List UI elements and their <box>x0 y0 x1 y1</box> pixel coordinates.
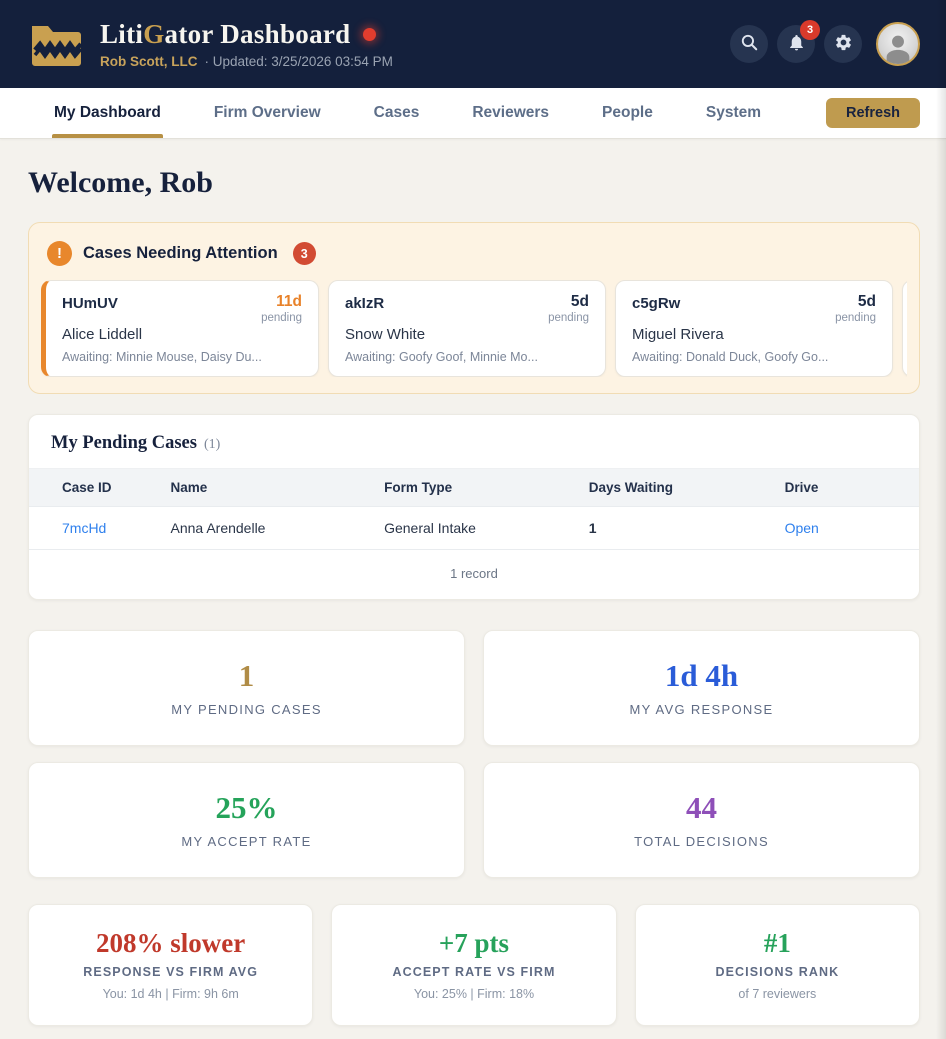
tab-people[interactable]: People <box>600 88 655 138</box>
brand-block: LitiGator Dashboard Rob Scott, LLC · Upd… <box>100 19 393 69</box>
refresh-button[interactable]: Refresh <box>826 98 920 128</box>
tab-my-dashboard[interactable]: My Dashboard <box>52 88 163 138</box>
compare-label: DECISIONS RANK <box>715 964 840 979</box>
stat-my-accept-rate: 25% MY ACCEPT RATE <box>28 762 465 878</box>
compare-value: +7 pts <box>438 927 510 958</box>
days-waiting-cell: 1 <box>580 506 777 550</box>
search-button[interactable] <box>730 25 768 63</box>
attention-title: Cases Needing Attention <box>83 244 278 262</box>
stat-value: 25% <box>215 789 278 825</box>
notification-count-badge: 3 <box>800 20 820 40</box>
comparison-grid: 208% slower RESPONSE VS FIRM AVG You: 1d… <box>28 904 920 1026</box>
pending-label: pending <box>261 312 302 324</box>
stat-label: TOTAL DECISIONS <box>634 833 769 849</box>
pending-cases-title: My Pending Cases <box>51 433 197 453</box>
attention-case-card-partial[interactable] <box>902 280 907 377</box>
stat-value: 1 <box>238 657 255 693</box>
app-title: LitiGator Dashboard <box>100 19 393 50</box>
case-awaiting-text: Awaiting: Goofy Goof, Minnie Mo... <box>345 350 538 364</box>
pending-cases-count: (1) <box>203 437 221 452</box>
pending-label: pending <box>548 312 589 324</box>
attention-count-badge: 3 <box>292 242 316 265</box>
case-id-link[interactable]: 7mcHd <box>62 520 107 536</box>
form-type-cell: General Intake <box>376 506 581 550</box>
main-content: Welcome, Rob ! Cases Needing Attention 3… <box>0 166 946 1026</box>
tab-firm-overview[interactable]: Firm Overview <box>212 88 323 138</box>
stat-label: MY AVG RESPONSE <box>629 701 774 717</box>
bell-icon <box>787 33 806 55</box>
compare-value: #1 <box>763 927 791 958</box>
gear-icon <box>834 33 853 55</box>
tab-system[interactable]: System <box>704 88 763 138</box>
stat-my-avg-response: 1d 4h MY AVG RESPONSE <box>483 630 920 746</box>
attention-case-card[interactable]: c5gRw 5d pending Miguel Rivera Awaiting:… <box>615 280 893 377</box>
case-id: HUmUV <box>62 295 118 312</box>
case-awaiting-text: Awaiting: Minnie Mouse, Daisy Du... <box>62 350 262 364</box>
col-header-name: Name <box>170 480 208 495</box>
col-header-drive: Drive <box>784 480 819 495</box>
case-id: c5gRw <box>632 295 681 312</box>
main-nav: My Dashboard Firm Overview Cases Reviewe… <box>0 88 946 139</box>
stat-value: 44 <box>686 789 717 825</box>
compare-value: 208% slower <box>96 927 246 958</box>
stats-grid: 1 MY PENDING CASES 1d 4h MY AVG RESPONSE… <box>28 630 920 878</box>
case-days-pending: 5d <box>570 293 589 310</box>
compare-label: RESPONSE VS FIRM AVG <box>83 964 259 979</box>
col-header-form-type: Form Type <box>384 480 453 495</box>
alert-icon: ! <box>47 241 72 266</box>
my-pending-cases-panel: My Pending Cases (1) Case ID Name Form T… <box>28 414 920 600</box>
pending-cases-table: Case ID Name Form Type Days Waiting Driv… <box>29 469 919 550</box>
record-count: 1 record <box>450 566 498 581</box>
stat-my-pending-cases: 1 MY PENDING CASES <box>28 630 465 746</box>
settings-button[interactable] <box>824 25 862 63</box>
attention-card-list: HUmUV 11d pending Alice Liddell Awaiting… <box>41 280 907 377</box>
tab-reviewers[interactable]: Reviewers <box>470 88 551 138</box>
case-client-name: Alice Liddell <box>62 326 143 343</box>
tab-cases[interactable]: Cases <box>372 88 422 138</box>
attention-case-card[interactable]: HUmUV 11d pending Alice Liddell Awaiting… <box>41 280 319 377</box>
cases-needing-attention-panel: ! Cases Needing Attention 3 HUmUV 11d pe… <box>28 222 920 394</box>
compare-label: ACCEPT RATE VS FIRM <box>392 964 556 979</box>
search-icon <box>740 33 759 55</box>
pending-label: pending <box>835 312 876 324</box>
col-header-case-id: Case ID <box>62 480 112 495</box>
compare-response-vs-firm: 208% slower RESPONSE VS FIRM AVG You: 1d… <box>28 904 314 1026</box>
case-name-cell: Anna Arendelle <box>162 506 377 550</box>
case-client-name: Miguel Rivera <box>632 326 724 343</box>
stat-label: MY PENDING CASES <box>171 701 322 717</box>
user-avatar[interactable] <box>876 22 920 66</box>
live-status-dot-icon <box>362 28 376 41</box>
updated-timestamp: · Updated: 3/25/2026 03:54 PM <box>204 54 393 69</box>
case-id: akIzR <box>345 295 385 312</box>
compare-accept-rate-vs-firm: +7 pts ACCEPT RATE VS FIRM You: 25% | Fi… <box>331 904 617 1026</box>
compare-detail: You: 25% | Firm: 18% <box>413 986 535 1001</box>
notifications-button[interactable]: 3 <box>777 20 820 63</box>
compare-detail: of 7 reviewers <box>738 986 817 1001</box>
stat-label: MY ACCEPT RATE <box>181 833 312 849</box>
firm-name: Rob Scott, LLC <box>100 54 198 69</box>
litigator-logo-icon <box>28 19 84 69</box>
case-days-pending: 5d <box>857 293 876 310</box>
case-client-name: Snow White <box>345 326 426 343</box>
compare-detail: You: 1d 4h | Firm: 9h 6m <box>102 986 239 1001</box>
attention-case-card[interactable]: akIzR 5d pending Snow White Awaiting: Go… <box>328 280 606 377</box>
welcome-heading: Welcome, Rob <box>28 166 213 199</box>
stat-total-decisions: 44 TOTAL DECISIONS <box>483 762 920 878</box>
case-awaiting-text: Awaiting: Donald Duck, Goofy Go... <box>632 350 829 364</box>
app-header: LitiGator Dashboard Rob Scott, LLC · Upd… <box>0 0 946 88</box>
header-actions: 3 <box>730 20 920 66</box>
table-header-row: Case ID Name Form Type Days Waiting Driv… <box>29 469 919 507</box>
drive-open-link[interactable]: Open <box>784 520 819 536</box>
col-header-days-waiting: Days Waiting <box>588 480 674 495</box>
stat-value: 1d 4h <box>664 657 739 693</box>
case-days-pending: 11d <box>276 293 302 310</box>
compare-decisions-rank: #1 DECISIONS RANK of 7 reviewers <box>634 904 920 1026</box>
table-row: 7mcHd Anna Arendelle General Intake 1 Op… <box>29 506 919 550</box>
